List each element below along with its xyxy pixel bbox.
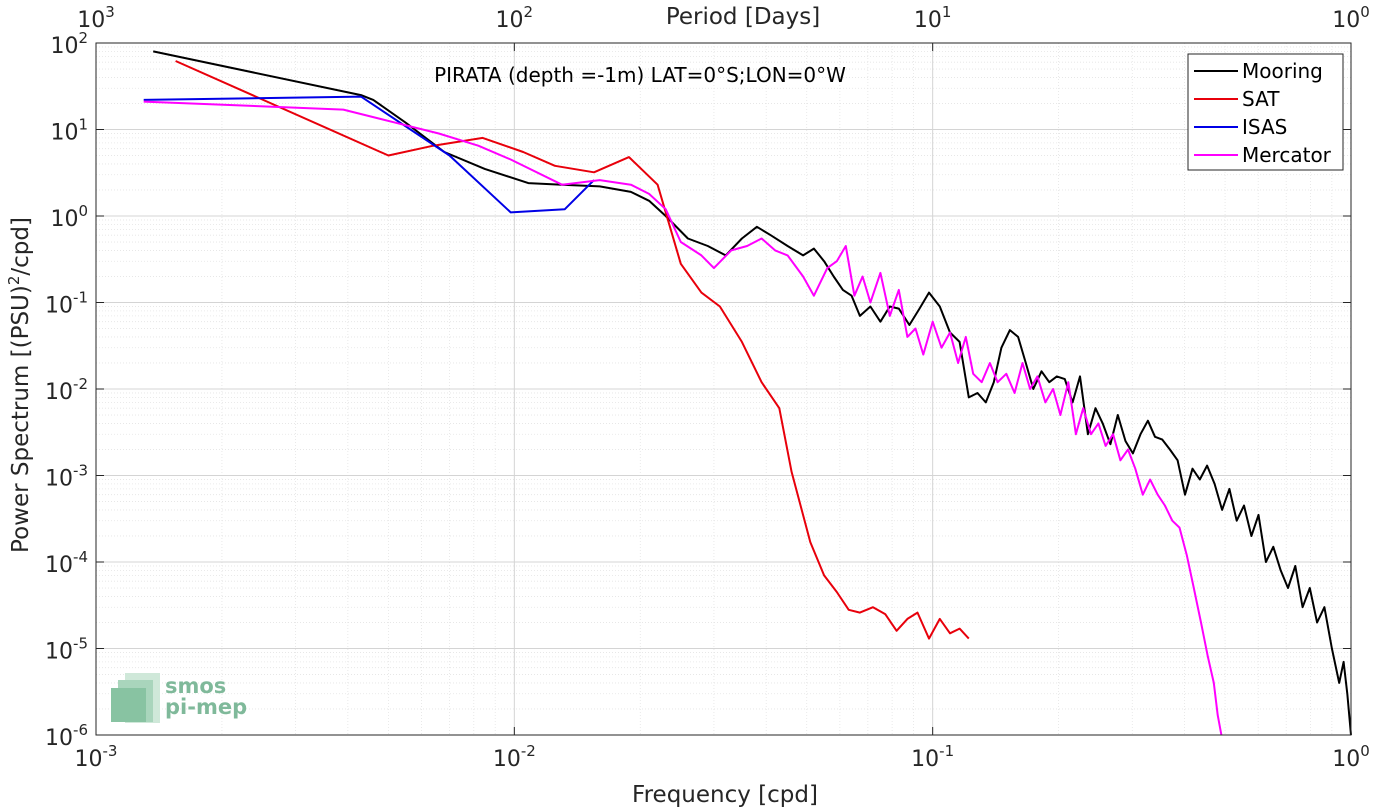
legend-label-isas: ISAS [1242,115,1287,139]
x-tick-label: 100 [1332,742,1370,772]
x-tick-label: 10-2 [493,742,536,772]
series-line-isas [143,95,595,214]
x-tick-labels: 10-3 10-2 10-1 100 [75,742,1370,772]
legend: Mooring SAT ISAS Mercator [1187,53,1344,171]
y-tick-label: 10-2 [45,375,88,405]
y-axis-label: Power Spectrum [(PSU)2/cpd] [5,217,34,553]
legend-label-mooring: Mooring [1242,59,1323,83]
y-tick-label: 10-6 [45,721,88,751]
y-axis-label-sup: 2 [5,276,23,286]
top-tick-label: 103 [77,3,115,33]
top-tick-label: 101 [914,3,952,33]
y-axis-label-tail: /cpd] [8,217,34,276]
y-tick-label: 100 [50,202,88,232]
y-tick-label: 10-4 [45,548,88,578]
y-tick-label: 10-1 [45,289,88,319]
series-line-mercator [143,100,1223,736]
legend-box [1187,53,1344,171]
series-layer [143,50,1352,736]
legend-label-mercator: Mercator [1242,143,1332,167]
logo-line1: smos [165,674,226,698]
y-axis-label-main: Power Spectrum [(PSU) [8,285,34,553]
series-line-sat [175,60,970,640]
x-tick-label: 10-1 [911,742,954,772]
tick-marks [95,42,1352,736]
top-tick-labels: 103 102 101 100 [77,3,1370,33]
smos-pimep-logo: smos pi-mep [111,673,247,723]
logo-block-3 [111,688,146,722]
y-tick-label: 101 [50,116,88,146]
y-tick-labels: 10-6 10-5 10-4 10-3 10-2 10-1 100 101 102 [45,29,88,751]
logo-line2: pi-mep [165,695,247,719]
top-tick-label: 102 [496,3,534,33]
series-line-mooring [152,50,1352,736]
y-tick-label: 102 [50,29,88,59]
y-tick-label: 10-3 [45,462,88,492]
y-tick-label: 10-5 [45,635,88,665]
x-tick-label: 10-3 [75,742,118,772]
top-tick-label: 100 [1332,3,1370,33]
x-axis-label: Frequency [cpd] [632,782,818,808]
top-axis-label: Period [Days] [666,4,820,30]
chart-title: PIRATA (depth =-1m) LAT=0°S;LON=0°W [434,63,846,87]
legend-label-sat: SAT [1242,87,1280,111]
